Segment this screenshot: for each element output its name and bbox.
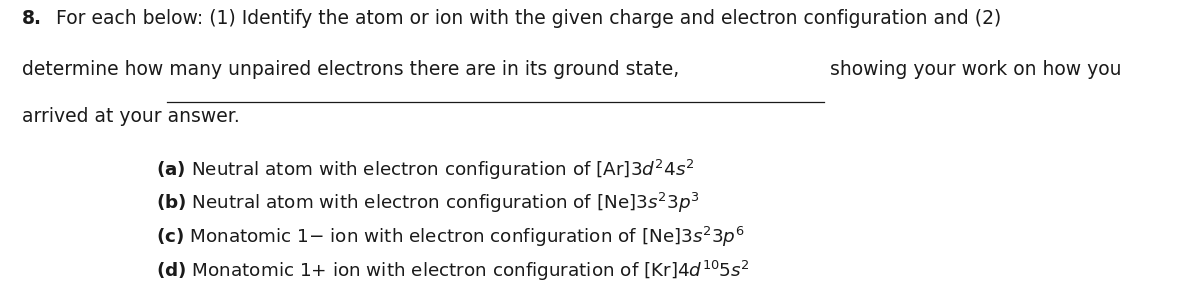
Text: arrived at your answer.: arrived at your answer.	[22, 107, 239, 126]
Text: $\mathbf{(a)}$ Neutral atom with electron configuration of [Ar]3$d^{2}$4$s^{2}$: $\mathbf{(a)}$ Neutral atom with electro…	[156, 158, 695, 182]
Text: $\mathbf{(c)}$ Monatomic 1$-$ ion with electron configuration of [Ne]3$s^{2}$3$p: $\mathbf{(c)}$ Monatomic 1$-$ ion with e…	[156, 225, 745, 249]
Text: determine how many unpaired electrons there are in its ground state,: determine how many unpaired electrons th…	[22, 60, 679, 79]
Text: showing your work on how you: showing your work on how you	[824, 60, 1122, 79]
Text: 8.: 8.	[22, 9, 42, 28]
Text: For each below: (1) Identify the atom or ion with the given charge and electron : For each below: (1) Identify the atom or…	[50, 9, 1002, 28]
Text: $\mathbf{(b)}$ Neutral atom with electron configuration of [Ne]3$s^{2}$3$p^{3}$: $\mathbf{(b)}$ Neutral atom with electro…	[156, 191, 700, 215]
Text: $\mathbf{(d)}$ Monatomic 1+ ion with electron configuration of [Kr]4$d^{10}$5$s^: $\mathbf{(d)}$ Monatomic 1+ ion with ele…	[156, 258, 750, 283]
